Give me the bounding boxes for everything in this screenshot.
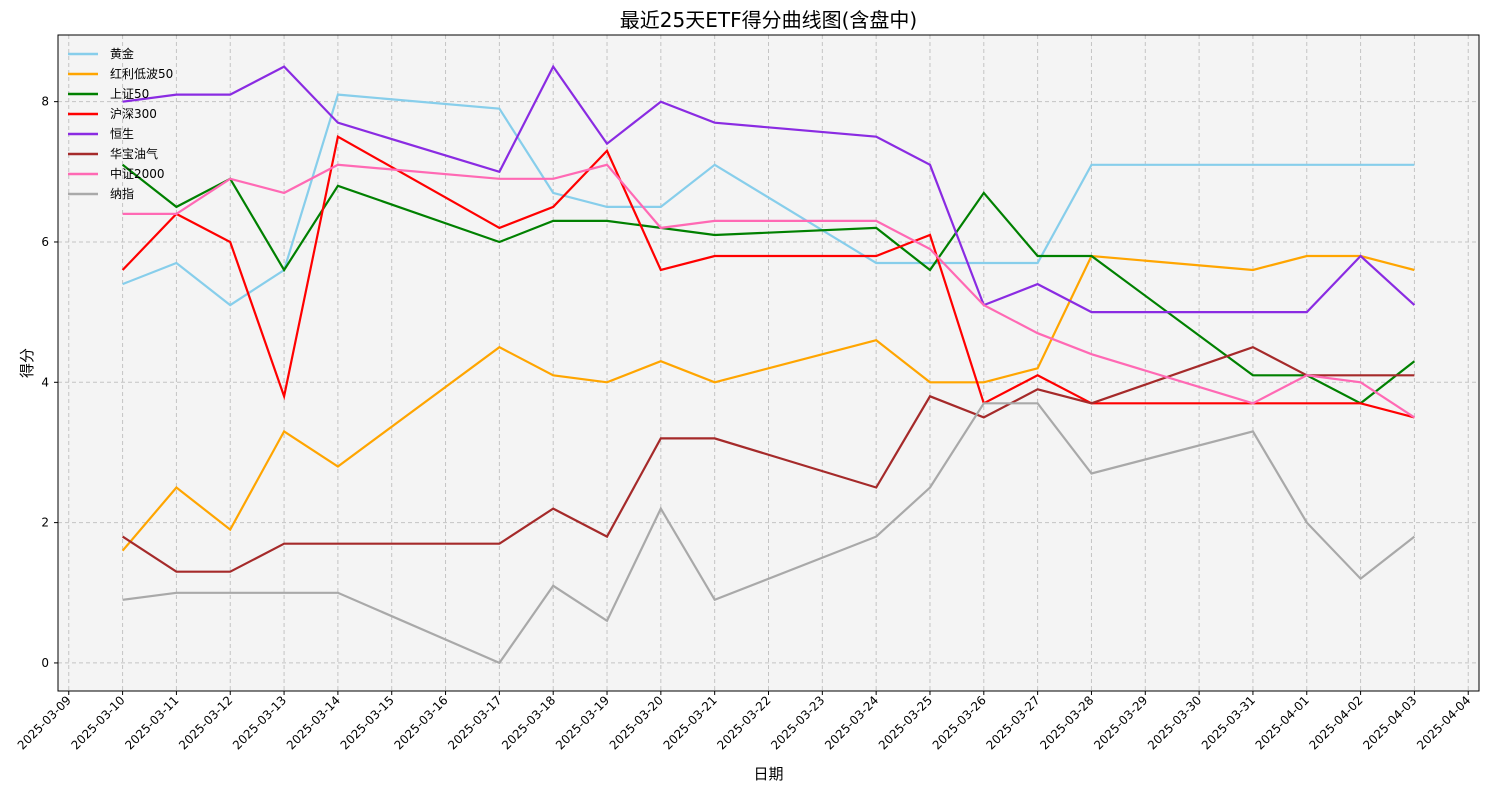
series-line-1: [121, 254, 1415, 552]
legend-label: 沪深300: [110, 107, 157, 121]
y-tick-label: 4: [41, 375, 49, 389]
y-axis: 0 2 4 6 8: [41, 95, 58, 670]
series-line-5: [121, 346, 1415, 573]
series-line-2: [121, 163, 1416, 405]
series-lines: [121, 64, 1416, 665]
y-axis-label: 得分: [18, 348, 36, 378]
series-line-6: [122, 163, 1416, 419]
legend-label: 纳指: [110, 186, 134, 201]
x-axis-label: 日期: [753, 765, 783, 783]
y-tick-label: 2: [41, 516, 49, 530]
y-tick-label: 6: [41, 235, 49, 249]
y-tick-label: 0: [41, 656, 49, 670]
legend-label: 上证50: [110, 87, 149, 101]
legend-label: 中证2000: [110, 166, 165, 181]
legend-label: 黄金: [110, 46, 134, 61]
grid-lines: [58, 35, 1479, 691]
legend-label: 红利低波50: [110, 66, 173, 81]
y-tick-label: 8: [41, 95, 49, 109]
series-line-7: [122, 402, 1416, 665]
chart-title: 最近25天ETF得分曲线图(含盘中): [620, 8, 917, 32]
legend-label: 恒生: [110, 127, 134, 141]
legend-label: 华宝油气: [110, 146, 158, 161]
series-line-4: [122, 64, 1416, 314]
